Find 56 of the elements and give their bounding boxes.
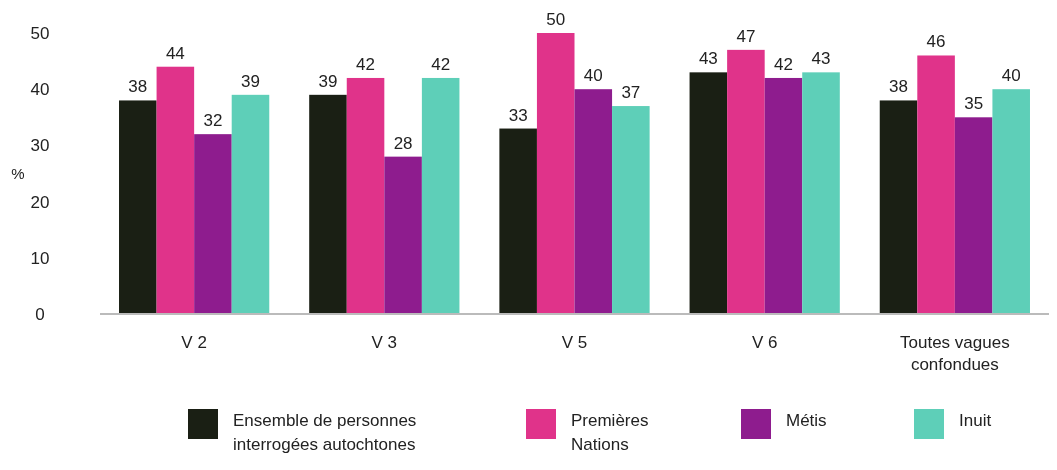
bar <box>689 72 728 314</box>
y-tick-label: 10 <box>30 248 50 268</box>
data-label: 32 <box>203 111 223 131</box>
bar <box>536 33 575 314</box>
data-label: 50 <box>546 10 566 29</box>
data-label: 37 <box>621 83 641 103</box>
y-axis-title: % <box>11 164 25 182</box>
data-label: 38 <box>128 77 148 97</box>
legend-label: Ensemble de personnes interrogées autochtones <box>233 411 417 454</box>
x-tick-label: V 3 <box>371 333 398 352</box>
x-tick-label: V 6 <box>751 333 778 352</box>
bar <box>954 117 993 314</box>
data-label: 43 <box>811 49 831 69</box>
data-label: 28 <box>393 133 413 153</box>
y-tick-label: 30 <box>30 136 50 156</box>
bar <box>727 49 765 314</box>
data-label: 46 <box>926 32 946 52</box>
bar <box>802 72 840 314</box>
data-label: 47 <box>736 26 756 46</box>
x-tick-label: V 2 <box>181 333 207 352</box>
data-label: 33 <box>508 105 528 125</box>
bar <box>346 77 385 314</box>
bar <box>992 89 1030 314</box>
bar <box>574 89 613 314</box>
bar <box>879 100 918 314</box>
bar <box>499 128 537 314</box>
data-label: 35 <box>964 94 984 114</box>
data-label: 44 <box>165 43 185 63</box>
data-label: 40 <box>1001 66 1021 86</box>
y-tick-label: 0 <box>35 304 45 324</box>
legend-label: Premières Nations <box>571 411 649 454</box>
bar <box>917 55 955 314</box>
data-label: 38 <box>889 77 908 97</box>
bar <box>309 94 347 314</box>
y-tick-label: 40 <box>30 80 50 100</box>
y-tick-label: 20 <box>30 192 50 212</box>
bar <box>194 134 232 314</box>
bar <box>384 156 422 314</box>
bar <box>764 77 803 314</box>
data-label: 39 <box>241 71 260 91</box>
y-tick-label: 50 <box>30 23 50 43</box>
bar <box>612 106 650 314</box>
x-tick-label: V 5 <box>561 333 588 352</box>
data-label: 42 <box>774 54 793 74</box>
bar <box>231 94 270 314</box>
bar <box>119 100 157 314</box>
data-label: 42 <box>356 54 375 74</box>
bar <box>421 77 460 314</box>
data-label: 40 <box>583 66 603 86</box>
data-label: 43 <box>698 49 718 69</box>
x-tick-label: Toutes vagues confondues <box>900 333 1010 374</box>
legend-label: Métis <box>786 411 827 430</box>
bar <box>156 66 195 314</box>
data-label: 42 <box>431 54 451 74</box>
legend-label: Inuit <box>959 411 992 430</box>
data-label: 39 <box>318 71 338 91</box>
